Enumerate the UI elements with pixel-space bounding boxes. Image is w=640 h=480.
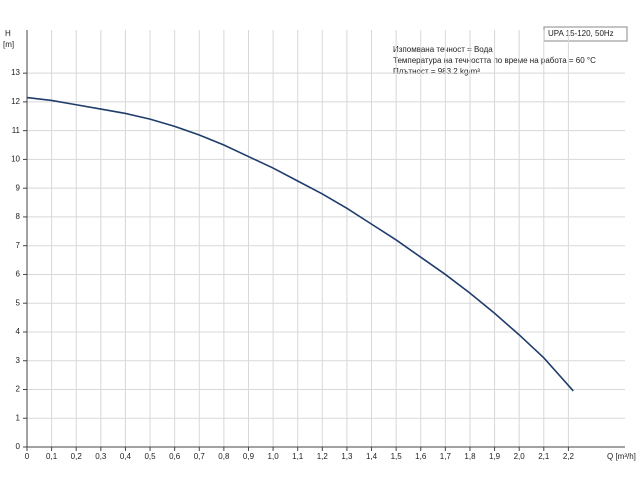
y-tick-label: 0 [16, 442, 21, 451]
annotation: Изпомвана течност = Вода [393, 45, 493, 54]
x-tick-label: 1,8 [464, 452, 476, 461]
y-tick-label: 9 [16, 183, 21, 192]
y-tick-label: 1 [16, 413, 21, 422]
y-tick-label: 5 [16, 298, 21, 307]
y-tick-label: 3 [16, 356, 21, 365]
annotation: Плътност = 983.2 kg/m³ [393, 67, 480, 76]
y-tick-label: 2 [16, 385, 21, 394]
x-tick-label: 0,2 [71, 452, 83, 461]
x-tick-label: 0,6 [169, 452, 181, 461]
x-tick-label: 1,3 [341, 452, 353, 461]
x-tick-label: 1,5 [391, 452, 403, 461]
x-tick-label: 0,1 [46, 452, 58, 461]
chart-title: UPA 15-120, 50Hz [548, 29, 614, 38]
y-tick-label: 7 [16, 241, 21, 250]
x-tick-label: 0,7 [194, 452, 206, 461]
x-tick-label: 0,9 [243, 452, 255, 461]
y-tick-label: 10 [11, 155, 20, 164]
pump-curve [26, 96, 574, 392]
x-tick-label: 1,4 [366, 452, 378, 461]
y-tick-label: 6 [16, 270, 21, 279]
y-axis-label: H [5, 29, 11, 38]
x-tick-label: 0,8 [218, 452, 230, 461]
x-tick-label: 1,1 [292, 452, 304, 461]
x-axis-label: Q [m³/h] [607, 452, 636, 461]
x-tick-label: 0,3 [95, 452, 107, 461]
x-tick-label: 1,6 [415, 452, 427, 461]
y-tick-label: 11 [12, 126, 21, 135]
x-tick-label: 1,2 [317, 452, 329, 461]
y-tick-label: 8 [16, 212, 21, 221]
y-tick-label: 13 [11, 68, 20, 77]
x-tick-label: 0,5 [144, 452, 156, 461]
y-tick-label: 12 [11, 97, 20, 106]
x-tick-label: 1,9 [489, 452, 501, 461]
y-tick-label: 4 [16, 327, 21, 336]
y-axis-unit: [m] [3, 40, 14, 49]
x-tick-label: 2,0 [514, 452, 526, 461]
x-tick-label: 2,1 [538, 452, 550, 461]
x-tick-label: 0 [25, 452, 30, 461]
x-tick-label: 2,2 [563, 452, 575, 461]
x-tick-label: 0,4 [120, 452, 132, 461]
x-tick-label: 1,0 [268, 452, 280, 461]
x-tick-label: 1,7 [440, 452, 452, 461]
